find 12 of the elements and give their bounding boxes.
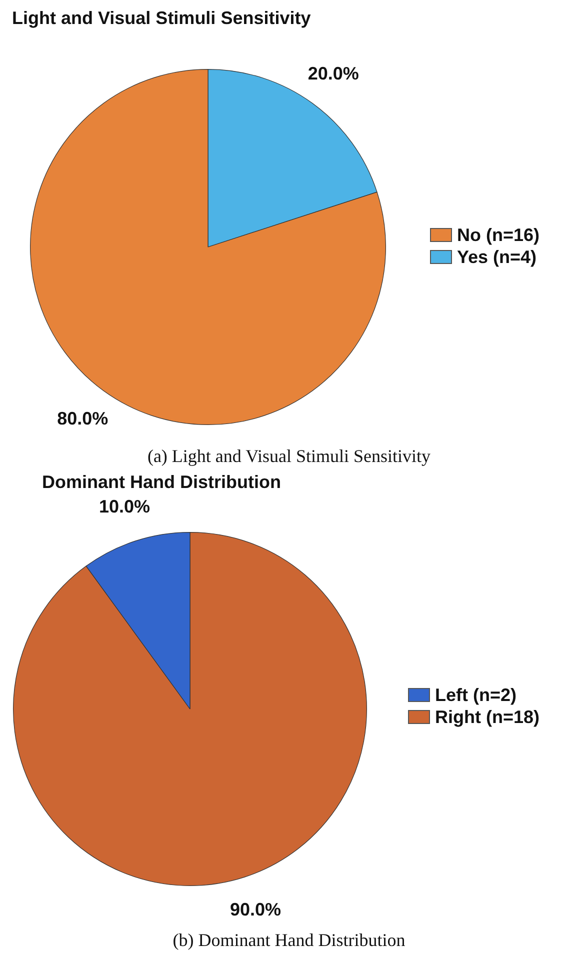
text: (a) Light and Visual Stimuli Sensitivity — [146, 446, 432, 467]
data-label: 10.0% — [98, 496, 150, 516]
chart-title: Light and Visual Stimuli Sensitivity — [12, 8, 311, 29]
legend-label: Right (n=18) — [435, 706, 540, 728]
data-label: 80.0% — [57, 408, 108, 428]
data-label: 20.0% — [308, 63, 359, 84]
legend-label: Yes (n=4) — [457, 246, 537, 268]
data-label: 90.0% — [230, 900, 282, 920]
chart-title: Dominant Hand Distribution — [42, 472, 281, 493]
text: (b) Dominant Hand Distribution — [172, 930, 406, 951]
legend-label: Left (n=2) — [435, 684, 517, 706]
legend-label: No (n=16) — [457, 224, 540, 246]
